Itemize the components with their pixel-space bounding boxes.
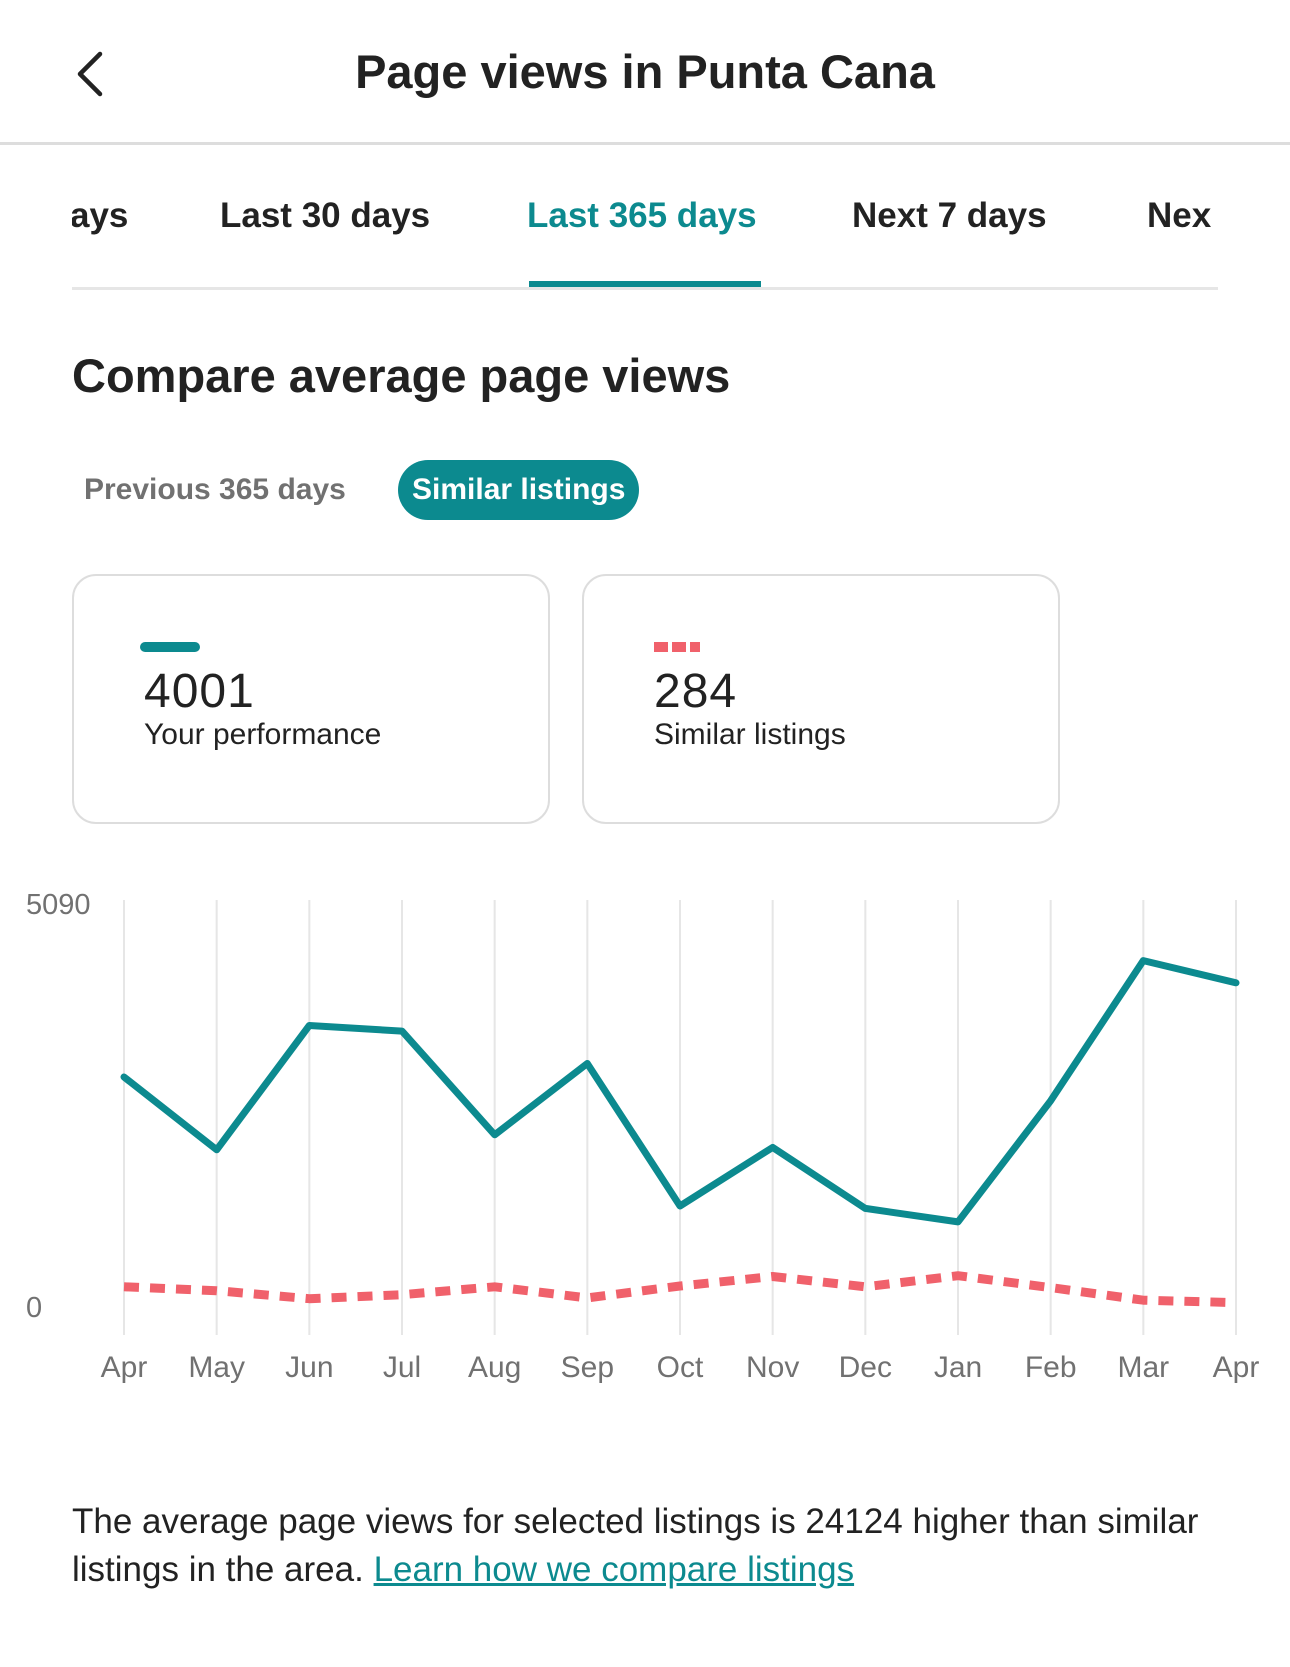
tab-last-30-days[interactable]: Last 30 days xyxy=(220,196,431,235)
similar-listings-line xyxy=(123,1271,1237,1308)
x-tick-label: Jul xyxy=(383,1351,421,1384)
header: Page views in Punta Cana xyxy=(0,0,1290,145)
period-tabs: ays Last 30 days Last 365 days Next 7 da… xyxy=(72,150,1218,290)
x-tick-label: Dec xyxy=(839,1351,892,1384)
segment-similar-listings[interactable]: Similar listings xyxy=(398,460,640,520)
x-tick-label: Oct xyxy=(657,1351,704,1384)
your-performance-value: 4001 xyxy=(144,665,255,718)
summary-text: The average page views for selected list… xyxy=(72,1502,1199,1589)
your-performance-line xyxy=(120,957,1240,1226)
y-tick-max: 5090 xyxy=(26,889,91,921)
x-tick-label: Mar xyxy=(1117,1351,1169,1384)
x-tick-label: Nov xyxy=(746,1351,799,1384)
tab-next-7-days[interactable]: Next 7 days xyxy=(852,196,1047,235)
page-views-chart: 5090 0 Apr May Jun Jul Aug Sep Oct Nov Dec Jan Feb Ma… xyxy=(0,880,1290,1400)
tab-next[interactable]: Nex xyxy=(1147,196,1212,235)
solid-line-legend-icon xyxy=(140,642,200,652)
dashed-line-legend-icon xyxy=(654,642,700,652)
similar-listings-card: 284 Similar listings xyxy=(582,574,1060,824)
similar-listings-label: Similar listings xyxy=(654,718,846,751)
chevron-left-icon xyxy=(77,51,103,97)
x-tick-label: Jun xyxy=(285,1351,333,1384)
back-button[interactable] xyxy=(70,44,120,104)
tab-last-365-days[interactable]: Last 365 days xyxy=(527,196,757,235)
section-title: Compare average page views xyxy=(72,349,731,402)
similar-listings-value: 284 xyxy=(654,665,738,718)
active-tab-indicator xyxy=(529,281,761,287)
x-tick-label: Jan xyxy=(934,1351,982,1384)
your-performance-card: 4001 Your performance xyxy=(72,574,550,824)
x-tick-label: Feb xyxy=(1025,1351,1077,1384)
learn-how-link[interactable]: Learn how we compare listings xyxy=(373,1550,855,1589)
line-chart: 5090 0 Apr May Jun Jul Aug Sep Oct Nov Dec Jan Feb Ma… xyxy=(26,889,1260,1384)
page-title: Page views in Punta Cana xyxy=(355,45,935,98)
x-tick-label: May xyxy=(188,1351,245,1384)
comparison-summary: The average page views for selected list… xyxy=(72,1498,1222,1594)
your-performance-label: Your performance xyxy=(144,718,382,751)
x-tick-label: Apr xyxy=(101,1351,148,1384)
x-tick-label: Sep xyxy=(561,1351,614,1384)
tab-last-7-days[interactable]: ays xyxy=(72,196,129,235)
x-tick-label: Apr xyxy=(1213,1351,1260,1384)
x-tick-label: Aug xyxy=(468,1351,521,1384)
y-tick-min: 0 xyxy=(26,1292,42,1324)
segment-previous-365-days[interactable]: Previous 365 days xyxy=(84,473,346,506)
